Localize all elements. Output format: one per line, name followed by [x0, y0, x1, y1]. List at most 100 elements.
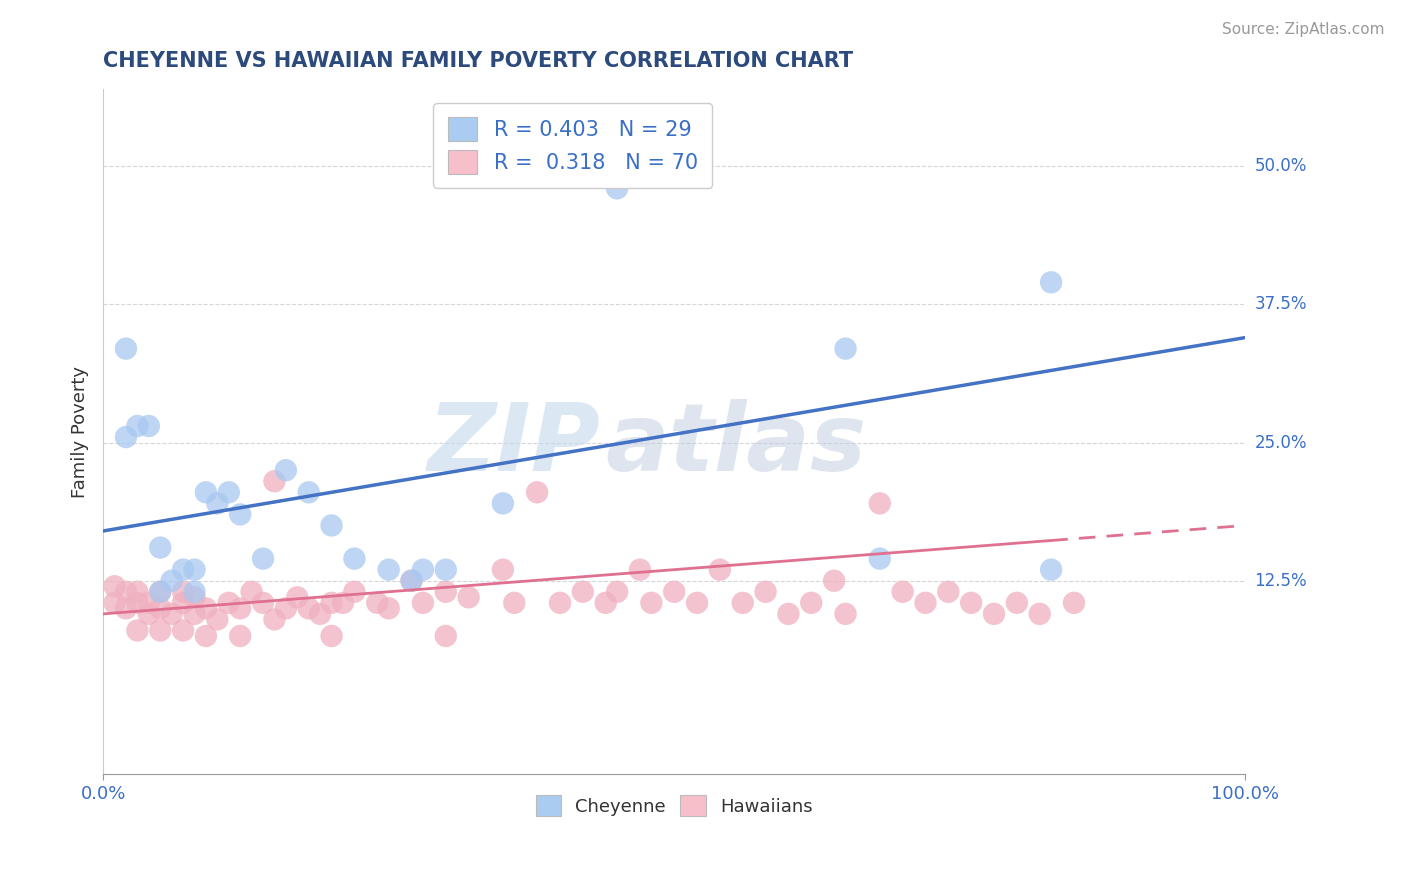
Point — [1040, 563, 1063, 577]
Point — [194, 601, 217, 615]
Point — [434, 584, 457, 599]
Point — [149, 584, 172, 599]
Point — [274, 463, 297, 477]
Point — [160, 607, 183, 621]
Point — [103, 579, 125, 593]
Point — [183, 563, 205, 577]
Point — [595, 596, 617, 610]
Text: ZIP: ZIP — [427, 400, 600, 491]
Point — [321, 518, 343, 533]
Point — [103, 596, 125, 610]
Point — [914, 596, 936, 610]
Point — [138, 607, 160, 621]
Point — [492, 496, 515, 510]
Point — [263, 475, 285, 489]
Point — [127, 596, 149, 610]
Text: 37.5%: 37.5% — [1254, 295, 1308, 313]
Point — [503, 596, 526, 610]
Point — [457, 591, 479, 605]
Point — [1040, 275, 1063, 289]
Point — [343, 551, 366, 566]
Point — [869, 496, 891, 510]
Point — [321, 629, 343, 643]
Point — [138, 419, 160, 434]
Point — [194, 629, 217, 643]
Point — [115, 430, 138, 444]
Point — [115, 584, 138, 599]
Point — [434, 563, 457, 577]
Point — [401, 574, 423, 588]
Text: 12.5%: 12.5% — [1254, 572, 1308, 590]
Text: 25.0%: 25.0% — [1254, 434, 1308, 451]
Text: atlas: atlas — [606, 400, 868, 491]
Point — [869, 551, 891, 566]
Point — [229, 508, 252, 522]
Point — [149, 601, 172, 615]
Point — [218, 596, 240, 610]
Point — [160, 574, 183, 588]
Point — [1063, 596, 1085, 610]
Point — [285, 591, 308, 605]
Point — [936, 584, 959, 599]
Point — [298, 601, 321, 615]
Point — [960, 596, 983, 610]
Point — [149, 584, 172, 599]
Point — [298, 485, 321, 500]
Point — [252, 596, 274, 610]
Point — [240, 584, 263, 599]
Point — [252, 551, 274, 566]
Point — [834, 607, 856, 621]
Point — [127, 584, 149, 599]
Point — [127, 419, 149, 434]
Point — [731, 596, 754, 610]
Point — [891, 584, 914, 599]
Point — [1005, 596, 1028, 610]
Point — [628, 563, 651, 577]
Point — [983, 607, 1005, 621]
Point — [834, 342, 856, 356]
Point — [709, 563, 731, 577]
Point — [172, 624, 194, 638]
Point — [115, 601, 138, 615]
Point — [149, 624, 172, 638]
Point — [377, 563, 399, 577]
Point — [686, 596, 709, 610]
Point — [321, 596, 343, 610]
Point — [606, 181, 628, 195]
Point — [172, 584, 194, 599]
Point — [183, 607, 205, 621]
Point — [274, 601, 297, 615]
Point — [207, 612, 229, 626]
Point — [526, 485, 548, 500]
Point — [194, 485, 217, 500]
Point — [412, 596, 434, 610]
Point — [218, 485, 240, 500]
Point — [377, 601, 399, 615]
Point — [207, 496, 229, 510]
Point — [309, 607, 332, 621]
Text: 50.0%: 50.0% — [1254, 157, 1306, 175]
Point — [755, 584, 778, 599]
Point — [229, 629, 252, 643]
Point — [778, 607, 800, 621]
Y-axis label: Family Poverty: Family Poverty — [72, 366, 89, 498]
Point — [800, 596, 823, 610]
Point — [229, 601, 252, 615]
Point — [401, 574, 423, 588]
Text: CHEYENNE VS HAWAIIAN FAMILY POVERTY CORRELATION CHART: CHEYENNE VS HAWAIIAN FAMILY POVERTY CORR… — [103, 51, 853, 70]
Point — [492, 563, 515, 577]
Point — [172, 596, 194, 610]
Point — [332, 596, 354, 610]
Point — [149, 541, 172, 555]
Point — [138, 596, 160, 610]
Point — [572, 584, 595, 599]
Point — [263, 612, 285, 626]
Point — [115, 342, 138, 356]
Point — [343, 584, 366, 599]
Point — [823, 574, 845, 588]
Point — [412, 563, 434, 577]
Point — [366, 596, 388, 610]
Point — [606, 584, 628, 599]
Point — [664, 584, 686, 599]
Point — [434, 629, 457, 643]
